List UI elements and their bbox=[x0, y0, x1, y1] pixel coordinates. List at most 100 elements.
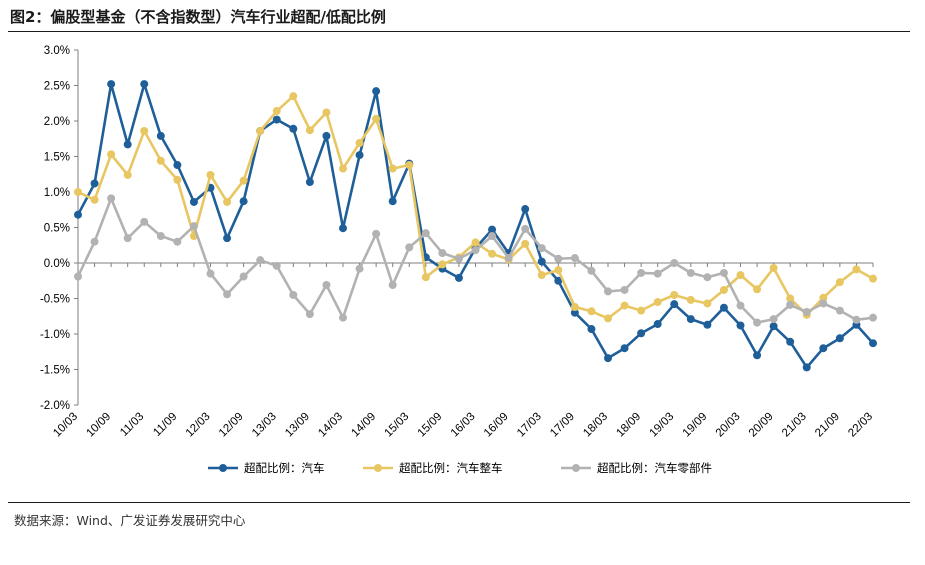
series-3-point bbox=[504, 254, 513, 263]
series-2-point bbox=[587, 307, 596, 316]
series-3-point bbox=[140, 217, 149, 226]
series-3-point bbox=[802, 307, 811, 316]
series-3-point bbox=[488, 232, 497, 241]
series-3-point bbox=[753, 318, 762, 327]
series-1-point bbox=[173, 161, 182, 170]
series-3-point bbox=[339, 313, 347, 322]
legend-label-3: 超配比例：汽车零部件 bbox=[597, 461, 712, 475]
y-tick-label: -1.0% bbox=[40, 329, 70, 341]
series-2-point bbox=[852, 265, 861, 274]
x-tick-label: 12/03 bbox=[184, 411, 213, 440]
series-1-point bbox=[90, 179, 99, 188]
x-tick-label: 10/09 bbox=[84, 411, 113, 440]
series-1-point bbox=[372, 87, 381, 96]
series-3-point bbox=[90, 237, 99, 246]
y-tick-label: 3.0% bbox=[44, 45, 70, 57]
series-3-point bbox=[372, 229, 381, 238]
series-3-point bbox=[604, 287, 612, 296]
series-1-point bbox=[305, 178, 314, 187]
series-2-point bbox=[620, 301, 629, 310]
x-tick-label: 10/03 bbox=[51, 411, 80, 440]
series-1-point bbox=[239, 197, 248, 206]
series-1-point bbox=[554, 276, 563, 285]
series-1-point bbox=[140, 80, 149, 89]
series-2-point bbox=[637, 306, 646, 315]
y-tick-label: 2.0% bbox=[44, 116, 70, 128]
series-2-point bbox=[272, 107, 281, 116]
series-3-point bbox=[107, 194, 116, 203]
series-2-point bbox=[289, 92, 298, 101]
series-1-point bbox=[521, 205, 530, 214]
y-tick-label: 1.0% bbox=[44, 187, 70, 199]
series-1-point bbox=[223, 234, 232, 243]
series-3-point bbox=[587, 266, 596, 275]
series-2-point bbox=[239, 176, 248, 185]
series-3-point bbox=[305, 310, 314, 319]
x-tick-label: 15/09 bbox=[416, 411, 445, 440]
x-tick-label: 19/09 bbox=[681, 411, 710, 440]
x-tick-label: 17/09 bbox=[548, 411, 577, 440]
series-3-point bbox=[686, 268, 695, 277]
series-2-point bbox=[869, 274, 877, 283]
series-2-point bbox=[819, 293, 828, 302]
series-3-point bbox=[239, 272, 248, 281]
x-tick-label: 16/09 bbox=[482, 411, 511, 440]
series-1-point bbox=[156, 131, 165, 140]
x-tick-label: 11/03 bbox=[118, 411, 146, 439]
x-tick-label: 13/09 bbox=[283, 411, 312, 440]
legend-marker-1 bbox=[219, 464, 227, 472]
series-3-point bbox=[74, 272, 82, 281]
series-3-point bbox=[653, 269, 662, 278]
series-3-point bbox=[272, 261, 281, 270]
series-3-point bbox=[206, 269, 215, 278]
series-1-point bbox=[289, 124, 298, 133]
series-2-point bbox=[305, 126, 314, 135]
series-2-point bbox=[835, 278, 844, 287]
series-2-point bbox=[156, 156, 165, 165]
y-tick-label: 2.5% bbox=[44, 81, 70, 93]
series-2-point bbox=[570, 303, 579, 312]
legend-label-2: 超配比例：汽车整车 bbox=[399, 461, 503, 475]
series-2-point bbox=[421, 273, 430, 282]
series-1-point bbox=[388, 197, 397, 206]
series-3-point bbox=[703, 273, 712, 282]
series-3-point bbox=[537, 244, 546, 253]
series-3-point bbox=[554, 254, 563, 263]
legend-marker-2 bbox=[374, 464, 382, 472]
series-2-point bbox=[140, 126, 149, 135]
series-2-point bbox=[604, 314, 612, 323]
series-3-point bbox=[289, 290, 298, 299]
series-3-point bbox=[736, 301, 745, 310]
x-tick-label: 12/09 bbox=[217, 411, 246, 440]
series-3-point bbox=[835, 306, 844, 315]
series-3-point bbox=[405, 243, 414, 252]
series-2-point bbox=[256, 126, 265, 135]
x-tick-label: 21/03 bbox=[780, 411, 809, 440]
series-3-point bbox=[570, 254, 579, 263]
series-2-point bbox=[173, 175, 182, 184]
series-1-point bbox=[819, 344, 828, 353]
series-1-point bbox=[189, 197, 198, 206]
series-1-point bbox=[786, 337, 795, 346]
series-1-point bbox=[637, 329, 646, 338]
x-tick-label: 22/03 bbox=[846, 411, 875, 440]
series-2-point bbox=[107, 150, 116, 159]
x-tick-label: 15/03 bbox=[383, 411, 412, 440]
y-tick-label: -1.5% bbox=[40, 365, 70, 377]
series-1-point bbox=[587, 325, 596, 334]
series-3-point bbox=[322, 281, 331, 290]
x-tick-label: 18/09 bbox=[614, 411, 643, 440]
series-2-point bbox=[74, 188, 82, 196]
series-3-point bbox=[670, 259, 679, 267]
series-1-point bbox=[488, 225, 497, 234]
title-divider bbox=[8, 31, 910, 32]
series-1-point bbox=[322, 131, 331, 140]
series-2-point bbox=[786, 294, 795, 303]
series-2-point bbox=[488, 249, 497, 258]
series-2-point bbox=[90, 195, 99, 204]
series-1-point bbox=[604, 354, 612, 363]
y-tick-label: 0.5% bbox=[44, 223, 70, 235]
x-tick-label: 20/03 bbox=[714, 411, 743, 440]
series-1-point bbox=[537, 257, 546, 266]
